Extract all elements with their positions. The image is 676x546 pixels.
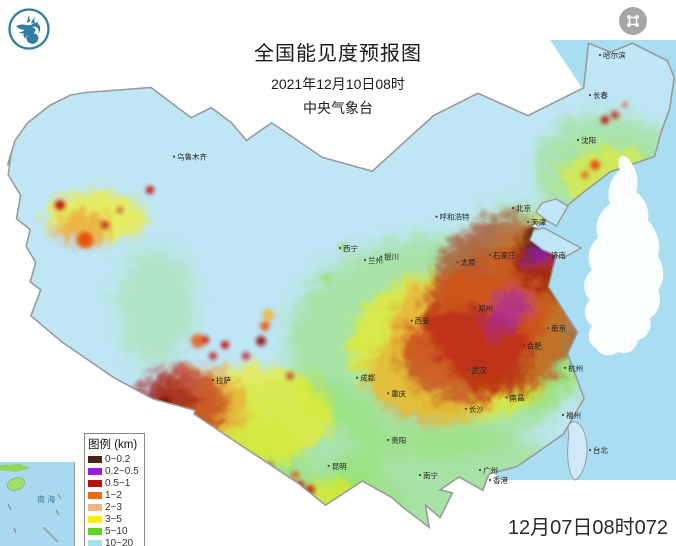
- svg-text:贵阳: 贵阳: [391, 435, 406, 445]
- svg-text:南 海: 南 海: [37, 494, 55, 504]
- svg-text:昆明: 昆明: [332, 462, 347, 471]
- svg-text:成都: 成都: [360, 373, 375, 383]
- svg-text:乌鲁木齐: 乌鲁木齐: [177, 152, 207, 162]
- svg-text:长春: 长春: [593, 90, 608, 100]
- svg-text:南京: 南京: [551, 323, 566, 333]
- svg-text:南昌: 南昌: [510, 392, 525, 402]
- svg-text:拉萨: 拉萨: [216, 375, 231, 385]
- svg-text:西安: 西安: [415, 316, 430, 326]
- svg-text:长沙: 长沙: [469, 404, 484, 414]
- svg-text:重庆: 重庆: [391, 388, 406, 398]
- svg-text:香港: 香港: [493, 475, 508, 485]
- svg-text:福州: 福州: [566, 411, 581, 420]
- svg-text:南宁: 南宁: [423, 470, 438, 480]
- svg-text:台北: 台北: [593, 445, 608, 455]
- svg-text:广州: 广州: [483, 465, 498, 475]
- svg-text:北京: 北京: [516, 203, 531, 213]
- svg-text:杭州: 杭州: [568, 363, 583, 373]
- svg-text:兰州: 兰州: [368, 255, 383, 265]
- svg-text:哈尔滨: 哈尔滨: [603, 50, 626, 60]
- svg-text:武汉: 武汉: [472, 365, 487, 375]
- svg-text:太原: 太原: [461, 257, 476, 267]
- svg-text:济南: 济南: [551, 250, 566, 260]
- svg-text:郑州: 郑州: [478, 303, 493, 313]
- svg-text:石家庄: 石家庄: [493, 250, 516, 260]
- svg-text:呼和浩特: 呼和浩特: [440, 212, 470, 222]
- svg-text:合肥: 合肥: [527, 340, 542, 350]
- svg-text:沈阳: 沈阳: [581, 135, 596, 145]
- svg-text:天津: 天津: [531, 218, 546, 227]
- svg-text:银川: 银川: [384, 253, 399, 262]
- svg-text:西宁: 西宁: [343, 243, 358, 253]
